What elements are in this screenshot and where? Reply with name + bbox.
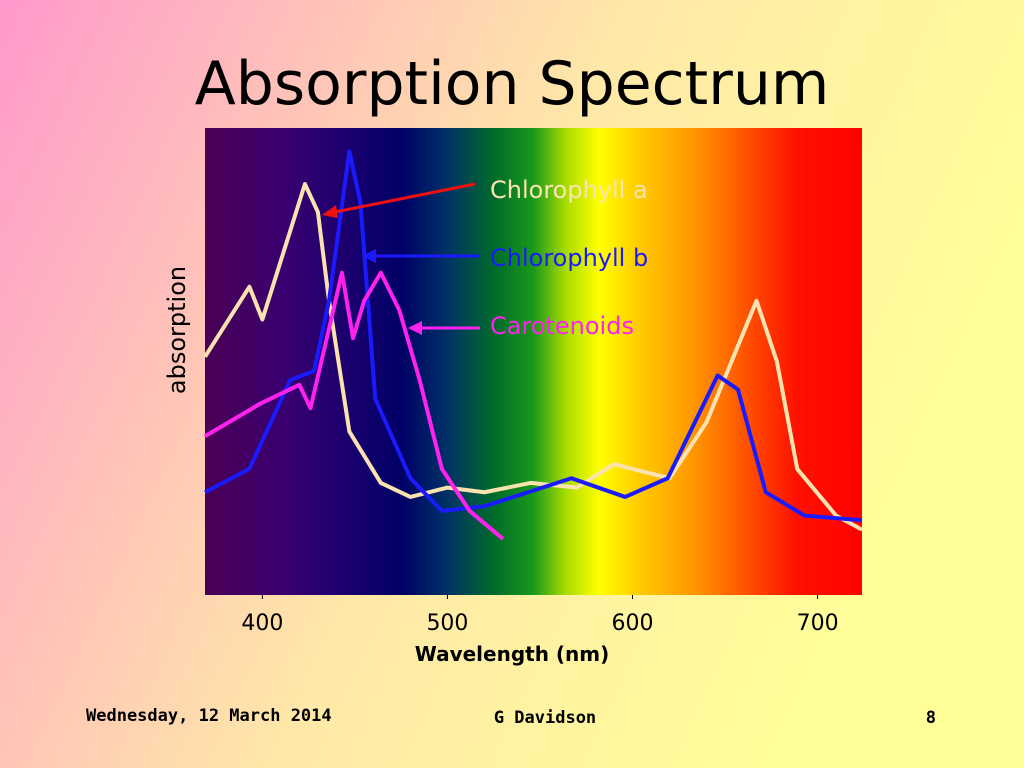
legend-label: Chlorophyll b	[490, 244, 648, 272]
arrow	[329, 182, 476, 215]
y-axis-label: absorption	[163, 266, 191, 394]
x-axis-label: Wavelength (nm)	[415, 642, 610, 666]
arrow-head	[322, 205, 338, 218]
legend-label: Chlorophyll a	[490, 176, 648, 204]
x-tick-label: 500	[426, 611, 468, 636]
x-tick-label: 600	[612, 611, 654, 636]
series-line	[203, 270, 505, 541]
arrow-head	[408, 321, 422, 335]
plot	[203, 149, 863, 541]
footer-date: Wednesday, 12 March 2014	[86, 706, 332, 726]
footer-date-box: Wednesday, 12 March 2014	[86, 706, 332, 726]
series-line	[204, 149, 863, 523]
x-tick-label: 700	[797, 611, 839, 636]
footer-author: G Davidson	[494, 708, 596, 728]
legend-label: Carotenoids	[490, 312, 634, 340]
arrow-head	[362, 249, 376, 263]
footer-page: 8	[926, 708, 936, 728]
series-line	[203, 182, 863, 532]
x-tick-label: 400	[241, 611, 283, 636]
title: Absorption Spectrum	[195, 49, 830, 119]
